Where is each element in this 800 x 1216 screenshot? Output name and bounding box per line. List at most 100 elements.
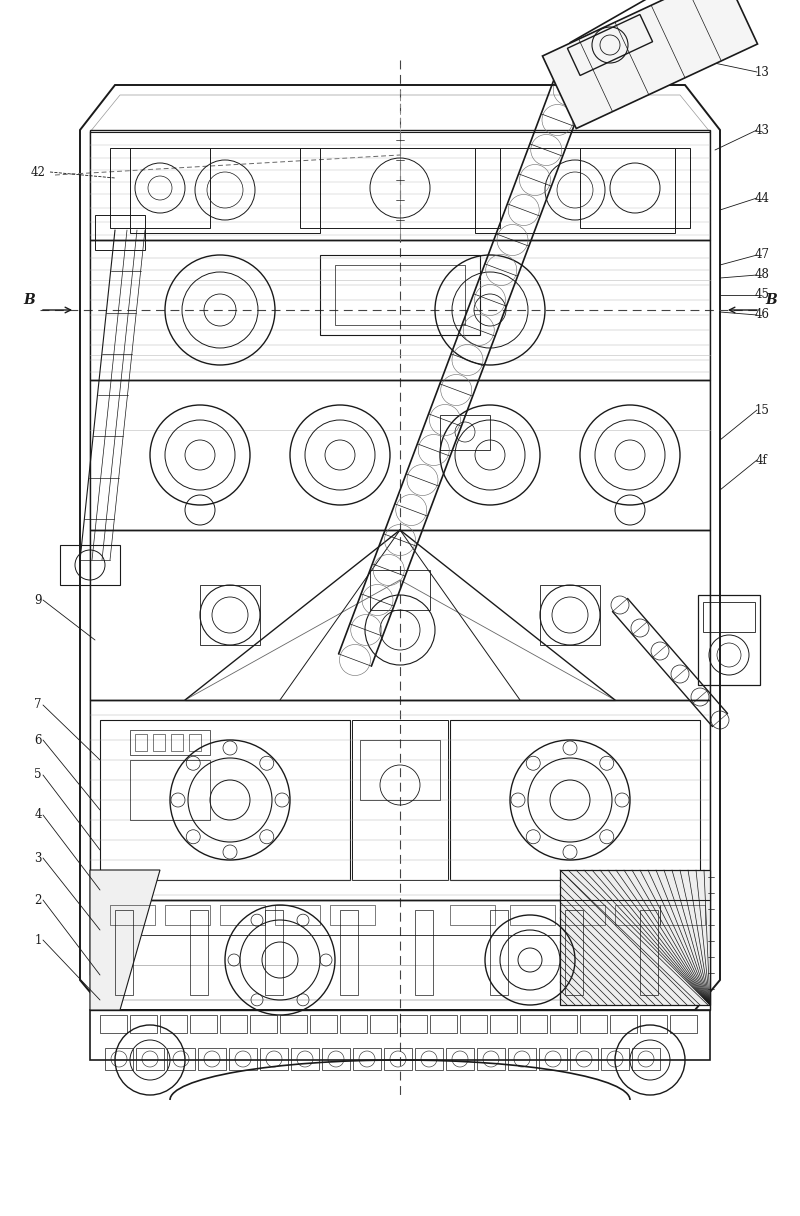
Text: 45: 45 xyxy=(754,288,770,302)
Text: B: B xyxy=(765,293,777,306)
Bar xyxy=(430,1015,457,1034)
Bar xyxy=(660,905,705,925)
Bar xyxy=(440,415,490,450)
Bar xyxy=(250,1015,277,1034)
Bar xyxy=(300,148,500,229)
Text: 6: 6 xyxy=(34,733,42,747)
Bar xyxy=(477,1048,505,1070)
Text: 47: 47 xyxy=(754,248,770,261)
Bar xyxy=(539,1048,567,1070)
Text: 13: 13 xyxy=(754,66,770,79)
Bar xyxy=(198,1048,226,1070)
Bar xyxy=(335,265,465,325)
Bar xyxy=(90,900,710,1010)
Bar xyxy=(703,602,755,632)
Text: 5: 5 xyxy=(34,769,42,782)
Text: 48: 48 xyxy=(754,269,770,281)
Bar xyxy=(165,905,210,925)
Bar xyxy=(330,905,375,925)
Bar xyxy=(670,1015,697,1034)
Bar xyxy=(200,585,260,644)
Text: 2: 2 xyxy=(34,894,42,906)
Text: 43: 43 xyxy=(754,124,770,136)
Bar xyxy=(90,1010,710,1060)
Bar xyxy=(100,1015,127,1034)
Bar xyxy=(105,1048,133,1070)
Bar xyxy=(110,148,210,229)
Bar xyxy=(322,1048,350,1070)
Bar xyxy=(220,905,265,925)
Bar xyxy=(189,734,201,751)
Bar xyxy=(560,905,605,925)
Bar xyxy=(550,1015,577,1034)
Bar xyxy=(90,130,710,240)
Text: 4: 4 xyxy=(34,809,42,822)
Bar xyxy=(110,905,155,925)
Bar xyxy=(265,910,283,995)
Bar xyxy=(130,730,210,755)
Text: 1: 1 xyxy=(34,934,42,946)
Bar xyxy=(275,905,320,925)
Bar xyxy=(610,1015,637,1034)
Bar xyxy=(353,1048,381,1070)
Bar xyxy=(520,1015,547,1034)
Text: 44: 44 xyxy=(754,191,770,204)
Bar xyxy=(360,741,440,800)
Bar xyxy=(60,545,120,585)
Bar xyxy=(153,734,165,751)
Bar xyxy=(320,255,480,334)
Polygon shape xyxy=(542,0,758,129)
Bar xyxy=(446,1048,474,1070)
Bar xyxy=(291,1048,319,1070)
Bar xyxy=(160,1015,187,1034)
Bar xyxy=(580,1015,607,1034)
Bar xyxy=(415,1048,443,1070)
Bar xyxy=(190,910,208,995)
Bar xyxy=(580,148,690,229)
Bar xyxy=(90,530,710,700)
Bar xyxy=(415,910,433,995)
Bar xyxy=(370,1015,397,1034)
Bar xyxy=(475,148,675,233)
Bar xyxy=(130,760,210,820)
Text: 46: 46 xyxy=(754,309,770,321)
Bar xyxy=(100,720,350,880)
Bar xyxy=(260,1048,288,1070)
Bar xyxy=(640,1015,667,1034)
Bar xyxy=(384,1048,412,1070)
Text: 42: 42 xyxy=(30,165,46,179)
Bar xyxy=(510,905,555,925)
Bar xyxy=(115,910,133,995)
Bar xyxy=(698,595,760,685)
Bar xyxy=(130,1015,157,1034)
Bar xyxy=(400,1015,427,1034)
Bar xyxy=(615,905,660,925)
Bar xyxy=(167,1048,195,1070)
Bar xyxy=(229,1048,257,1070)
Bar xyxy=(508,1048,536,1070)
Bar xyxy=(95,215,145,250)
Bar xyxy=(601,1048,629,1070)
Bar xyxy=(340,1015,367,1034)
Bar xyxy=(640,910,658,995)
Bar xyxy=(220,1015,247,1034)
Bar xyxy=(460,1015,487,1034)
Bar xyxy=(90,240,710,379)
Bar xyxy=(370,570,430,610)
Bar xyxy=(450,720,700,880)
Bar xyxy=(340,910,358,995)
Text: 7: 7 xyxy=(34,698,42,711)
Bar xyxy=(171,734,183,751)
Bar xyxy=(136,1048,164,1070)
Bar xyxy=(490,910,508,995)
Bar xyxy=(135,734,147,751)
Bar xyxy=(450,905,495,925)
Bar xyxy=(565,910,583,995)
Text: 4f: 4f xyxy=(756,454,768,467)
Bar xyxy=(540,585,600,644)
Polygon shape xyxy=(560,869,710,1004)
Text: 3: 3 xyxy=(34,851,42,865)
Bar xyxy=(130,148,320,233)
Text: 9: 9 xyxy=(34,593,42,607)
Text: B: B xyxy=(23,293,35,306)
